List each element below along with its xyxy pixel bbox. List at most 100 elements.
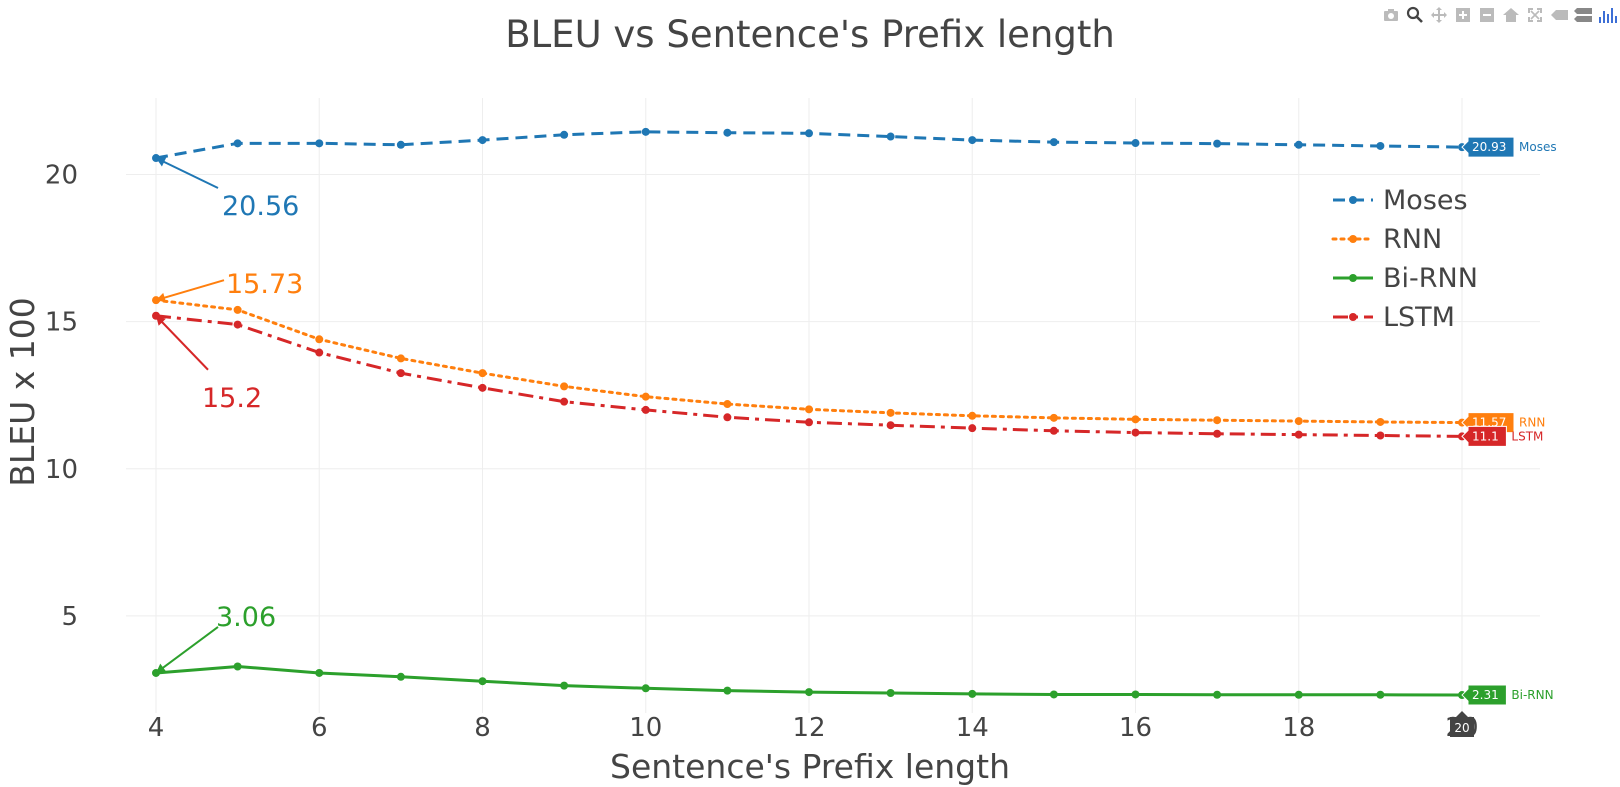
annotation-label: 3.06 — [216, 602, 276, 633]
hover-x-value: 20 — [1454, 721, 1469, 735]
data-point — [1376, 417, 1385, 426]
data-point — [1049, 426, 1058, 435]
data-point — [1376, 690, 1385, 699]
annotation-arrowhead — [156, 292, 167, 303]
x-tick-label: 10 — [629, 713, 662, 743]
x-axis-title: Sentence's Prefix length — [610, 747, 1010, 786]
data-point — [1049, 138, 1058, 147]
hover-value: 20.93 — [1472, 140, 1506, 154]
annotation-arrow — [155, 157, 219, 189]
hover-x-label: 20 — [1450, 711, 1474, 737]
legend-label: Bi-RNN — [1383, 263, 1478, 294]
chart-title: BLEU vs Sentence's Prefix length — [505, 13, 1115, 56]
zoom-icon[interactable] — [1404, 4, 1426, 26]
data-point — [641, 684, 650, 693]
data-point — [886, 421, 895, 430]
legend-marker — [1349, 196, 1357, 204]
x-axis-ticks: 4 6 8 10 12 14 16 18 20 — [148, 713, 1479, 743]
grid — [126, 98, 1540, 713]
data-point — [233, 662, 242, 671]
legend-label: RNN — [1383, 224, 1442, 255]
data-point — [641, 405, 650, 414]
hover-name: LSTM — [1511, 429, 1543, 443]
modebar[interactable] — [1380, 4, 1618, 26]
data-point — [560, 397, 569, 406]
legend-label: Moses — [1383, 185, 1468, 216]
data-point — [478, 136, 487, 145]
y-tick-label: 20 — [45, 161, 78, 191]
legend-item-rnn[interactable]: RNN — [1331, 224, 1442, 255]
data-point — [560, 382, 569, 391]
y-tick-label: 15 — [45, 308, 78, 338]
data-point — [1131, 690, 1140, 699]
data-point — [1294, 690, 1303, 699]
legend[interactable]: Moses RNN Bi-RNN LSTM — [1331, 185, 1478, 333]
camera-icon[interactable] — [1380, 4, 1402, 26]
legend-item-lstm[interactable]: LSTM — [1333, 302, 1455, 333]
data-point — [1213, 139, 1222, 148]
data-point — [233, 139, 242, 148]
annotations: 20.56 15.73 15.2 3.06 — [155, 157, 303, 674]
data-point — [315, 335, 324, 344]
data-point — [560, 681, 569, 690]
data-point — [1294, 430, 1303, 439]
data-point — [1049, 690, 1058, 699]
annotation-bi-rnn: 3.06 — [155, 602, 276, 674]
data-point — [641, 127, 650, 136]
hover-name: RNN — [1519, 416, 1545, 430]
data-point — [233, 305, 242, 314]
data-point — [886, 408, 895, 417]
zoom-in-icon[interactable] — [1452, 4, 1474, 26]
data-point — [1213, 690, 1222, 699]
data-point — [1131, 139, 1140, 148]
home-icon[interactable] — [1500, 4, 1522, 26]
data-point — [723, 128, 732, 137]
data-point — [315, 348, 324, 357]
legend-item-moses[interactable]: Moses — [1333, 185, 1468, 216]
x-tick-label: 4 — [148, 713, 165, 743]
data-point — [1376, 141, 1385, 150]
hover-box — [1461, 684, 1507, 706]
x-tick-label: 8 — [474, 713, 491, 743]
annotation-moses: 20.56 — [155, 157, 299, 222]
data-point — [478, 383, 487, 392]
data-point — [396, 354, 405, 363]
data-point — [723, 413, 732, 422]
pan-icon[interactable] — [1428, 4, 1450, 26]
legend-label: LSTM — [1383, 302, 1455, 333]
data-point — [1376, 431, 1385, 440]
data-point — [315, 668, 324, 677]
data-point — [396, 672, 405, 681]
hover-closest-icon[interactable] — [1548, 4, 1570, 26]
data-point — [396, 140, 405, 149]
legend-marker — [1349, 313, 1357, 321]
plot-area[interactable] — [152, 127, 1466, 700]
plotly-logo-icon[interactable] — [1596, 4, 1618, 26]
annotation-rnn: 15.73 — [155, 269, 303, 303]
legend-marker — [1349, 235, 1357, 243]
hover-compare-icon[interactable] — [1572, 4, 1594, 26]
data-point — [1213, 429, 1222, 438]
data-point — [886, 688, 895, 697]
autoscale-icon[interactable] — [1524, 4, 1546, 26]
data-point — [968, 424, 977, 433]
data-point — [233, 320, 242, 329]
hover-name: Moses — [1519, 140, 1557, 154]
zoom-out-icon[interactable] — [1476, 4, 1498, 26]
annotation-lstm: 15.2 — [155, 315, 262, 414]
hover-label-moses: 20.93 Moses — [1461, 136, 1557, 158]
data-point — [560, 130, 569, 139]
y-axis-ticks: 5 10 15 20 — [45, 161, 78, 632]
annotation-arrow — [155, 279, 225, 302]
hover-label-lstm: 11.1 LSTM — [1461, 425, 1543, 447]
annotation-arrow — [155, 626, 219, 674]
annotation-label: 20.56 — [222, 191, 299, 222]
data-point — [968, 411, 977, 420]
legend-item-bi-rnn[interactable]: Bi-RNN — [1333, 263, 1478, 294]
hover-name: Bi-RNN — [1511, 688, 1553, 702]
x-tick-label: 16 — [1119, 713, 1152, 743]
data-point — [478, 369, 487, 378]
data-point — [641, 392, 650, 401]
data-point — [1294, 417, 1303, 426]
